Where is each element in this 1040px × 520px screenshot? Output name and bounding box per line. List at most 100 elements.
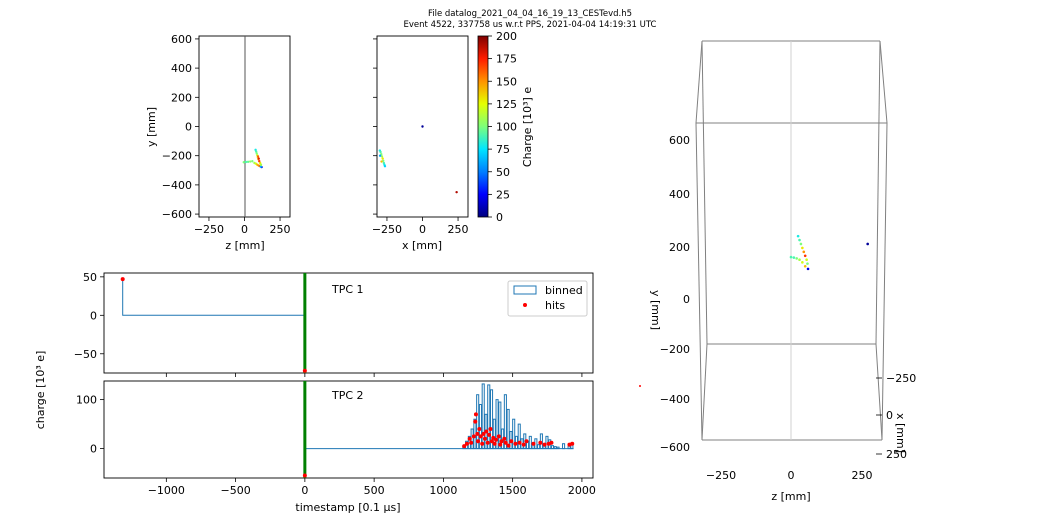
3d-hit-point bbox=[798, 238, 801, 242]
3d-x-axis-label: x [mm] bbox=[894, 413, 907, 453]
hit-marker bbox=[570, 441, 575, 446]
binned-bar bbox=[506, 408, 510, 450]
stray-hit-marker bbox=[639, 385, 641, 387]
charge-hit-point bbox=[259, 165, 263, 168]
hit-marker bbox=[302, 368, 307, 373]
tpc1-legend: binned hits bbox=[507, 280, 588, 317]
hit-marker bbox=[477, 427, 482, 432]
binned-bar bbox=[537, 444, 541, 450]
colorbar-label: Charge [10³] e bbox=[521, 87, 534, 167]
charge-hit-point bbox=[254, 150, 258, 153]
x-tick-label: 2000 bbox=[568, 484, 596, 497]
colorbar-tick-label: 75 bbox=[496, 143, 510, 156]
legend-hits-marker bbox=[523, 303, 527, 307]
hit-marker bbox=[120, 277, 125, 282]
hit-marker bbox=[488, 427, 493, 432]
3d-y-tick-label: 600 bbox=[669, 134, 690, 147]
tpc1-axes-frame bbox=[103, 272, 594, 374]
x-tick-label: −250 bbox=[372, 223, 402, 236]
xy-projection-panel: −250 0 250 x [mm] bbox=[372, 35, 469, 252]
3d-y-tick-label: 0 bbox=[683, 293, 690, 306]
x-tick-label: 1000 bbox=[429, 484, 457, 497]
3d-box-edges bbox=[695, 40, 888, 441]
binned-bar bbox=[528, 435, 532, 450]
colorbar-tick-label: 100 bbox=[496, 121, 517, 134]
3d-x-tick-label: 250 bbox=[886, 448, 907, 461]
hit-marker bbox=[302, 473, 307, 478]
hit-marker bbox=[478, 434, 483, 439]
binned-bar bbox=[498, 401, 502, 450]
hit-marker bbox=[498, 442, 503, 447]
hit-marker bbox=[467, 436, 472, 441]
charge-hit-point bbox=[378, 154, 382, 157]
3d-hit-point bbox=[802, 250, 806, 254]
hit-marker bbox=[484, 429, 489, 434]
3d-hit-point bbox=[803, 254, 807, 258]
y-tick-label: 0 bbox=[185, 121, 192, 134]
charge-hit-point bbox=[255, 152, 258, 155]
y-tick-label: 0 bbox=[90, 309, 97, 322]
3d-hit-point bbox=[801, 261, 804, 264]
y-tick-label: 0 bbox=[90, 443, 97, 456]
hit-marker bbox=[475, 431, 480, 436]
colorbar-tick-label: 175 bbox=[496, 53, 517, 66]
hit-marker bbox=[542, 442, 547, 447]
xy-x-axis-label: x [mm] bbox=[402, 239, 442, 252]
binned-bar bbox=[517, 423, 521, 450]
charge-hit-point bbox=[383, 165, 387, 168]
hit-marker bbox=[462, 444, 467, 449]
x-tick-label: −250 bbox=[194, 223, 224, 236]
y-tick-label: −600 bbox=[162, 208, 192, 221]
tpc2-title: TPC 2 bbox=[331, 389, 364, 402]
hit-marker bbox=[491, 435, 496, 440]
3d-y-axis-label: y [mm] bbox=[649, 290, 662, 330]
x-tick-label: 1500 bbox=[499, 484, 527, 497]
zy-x-axis-label: z [mm] bbox=[225, 239, 264, 252]
y-tick-label: 400 bbox=[171, 62, 192, 75]
hit-marker bbox=[485, 440, 490, 445]
y-tick-label: −50 bbox=[74, 348, 97, 361]
event-header: File datalog_2021_04_04_16_19_13_CESTevd… bbox=[300, 9, 760, 31]
zy-y-axis-label: y [mm] bbox=[145, 107, 158, 147]
charge-hit-point bbox=[251, 160, 254, 163]
charge-hit-point bbox=[380, 160, 383, 163]
3d-hit-point bbox=[789, 255, 793, 259]
3d-x-tick-label: 0 bbox=[886, 409, 893, 422]
file-title: File datalog_2021_04_04_16_19_13_CESTevd… bbox=[427, 9, 633, 19]
x-tick-label: −1000 bbox=[148, 484, 185, 497]
3d-hit-point bbox=[803, 264, 807, 268]
3d-y-tick-label: 200 bbox=[669, 241, 690, 254]
binned-bar bbox=[503, 394, 507, 450]
binned-bar bbox=[512, 418, 516, 450]
timestamp-axis-label: timestamp [0.1 μs] bbox=[295, 501, 400, 514]
binned-bar bbox=[487, 384, 491, 450]
hit-marker bbox=[492, 441, 497, 446]
tpc2-axes-frame bbox=[103, 380, 594, 479]
x-tick-label: 250 bbox=[448, 223, 469, 236]
hit-marker bbox=[469, 440, 474, 445]
3d-hit-point bbox=[866, 242, 869, 246]
hit-marker bbox=[473, 419, 478, 424]
hit-marker bbox=[499, 439, 504, 444]
hit-marker bbox=[487, 432, 492, 437]
3d-hit-point bbox=[806, 262, 809, 265]
binned-bar bbox=[495, 399, 499, 450]
colorbar-tick-label: 25 bbox=[496, 188, 510, 201]
charge-hit-point bbox=[380, 155, 384, 158]
hit-marker bbox=[524, 439, 529, 444]
hit-marker bbox=[481, 431, 486, 436]
hit-marker bbox=[496, 434, 501, 439]
colorbar-tick-label: 150 bbox=[496, 75, 517, 88]
tpc1-title: TPC 1 bbox=[331, 283, 364, 296]
charge-hit-point bbox=[257, 157, 260, 160]
hit-marker bbox=[476, 439, 481, 444]
tpc1-waveform-panel: 50 0 −50 TPC 1 binned hits bbox=[74, 271, 594, 377]
event-subtitle: Event 4522, 337758 us w.r.t PPS, 2021-04… bbox=[403, 20, 657, 30]
hit-marker bbox=[513, 441, 518, 446]
charge-hit-point bbox=[259, 163, 263, 166]
x-tick-label: −500 bbox=[220, 484, 250, 497]
binned-bar bbox=[478, 404, 482, 450]
hit-marker bbox=[517, 440, 522, 445]
legend-hits-label: hits bbox=[545, 299, 565, 312]
